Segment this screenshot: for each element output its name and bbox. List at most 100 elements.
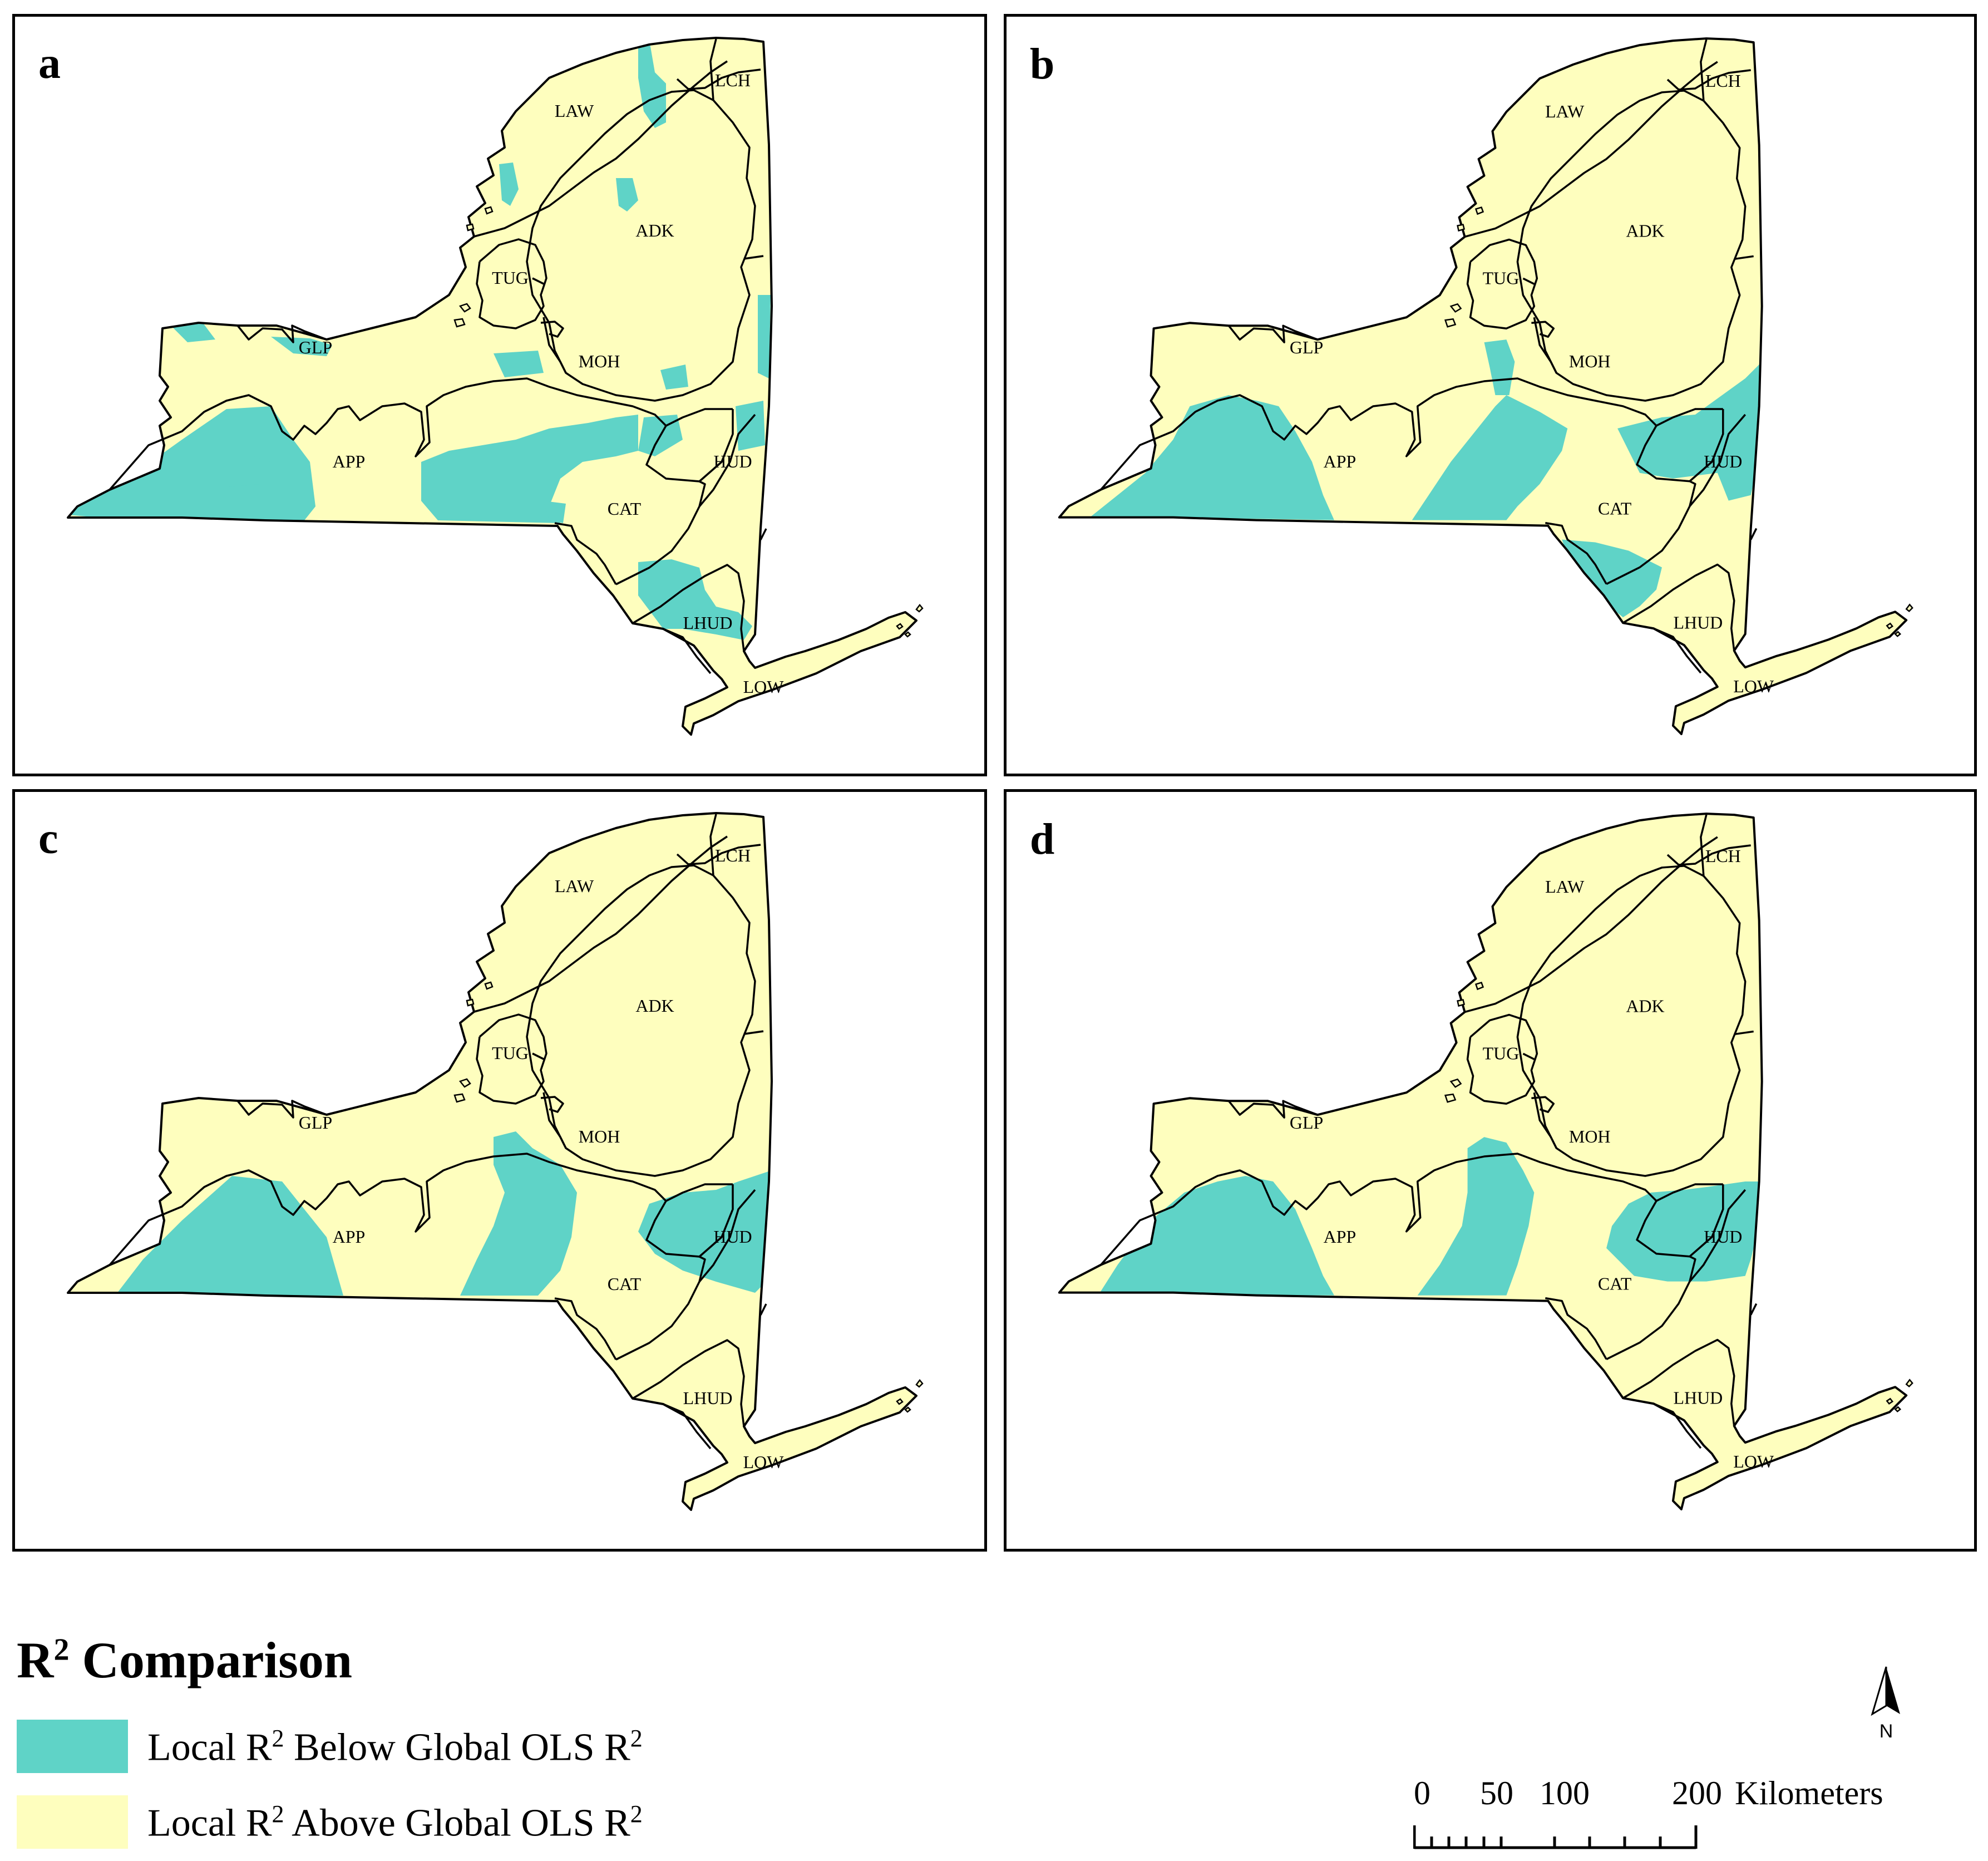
ecozone-boundary [632, 1339, 745, 1427]
island [453, 1093, 466, 1103]
ecozone-boundary [1606, 1256, 1696, 1360]
ecozone-boundary [1622, 1338, 1735, 1426]
below-global-patch [271, 337, 332, 356]
state-outline [67, 37, 917, 736]
island [1457, 224, 1466, 232]
ecozone-boundary [1734, 1030, 1754, 1036]
region-label-adk: ADK [1626, 221, 1664, 240]
region-label-glp: GLP [1290, 338, 1323, 357]
state-fill [68, 38, 916, 735]
map-svg-c: LCH LAW ADK TUG GLP MOH APP HUD CAT LHUD LOW c [38, 812, 924, 1511]
region-label-moh: MOH [1569, 1127, 1611, 1146]
map-svg-d: LCH LAW ADK TUG GLP MOH APP HUD CAT LHUD LOW d [1030, 813, 1913, 1510]
ecozone-boundary [542, 317, 567, 373]
ecozone-boundary [698, 1189, 756, 1283]
region-label-lhud: LHUD [683, 613, 733, 633]
ecozone-boundary [108, 1153, 667, 1266]
ecozone-boundary [1516, 90, 1747, 402]
ecozone-boundary [645, 409, 734, 483]
below-global-patch [1484, 339, 1515, 395]
island [1886, 622, 1894, 629]
ecozone-boundary [476, 238, 547, 329]
below-global-patch [115, 1176, 343, 1296]
scale-bar: 0 50 100 200 Kilometers [1413, 1775, 1883, 1849]
island [1444, 318, 1457, 328]
ecozone-boundary [1531, 321, 1555, 338]
state-fill [1059, 38, 1907, 734]
panel-letter-b: b [1030, 40, 1054, 88]
island [1905, 1378, 1913, 1388]
region-label-app: APP [1324, 452, 1356, 471]
region-label-adk: ADK [635, 220, 674, 240]
island [1457, 999, 1466, 1007]
legend-label-below: Local R2 Below Global OLS R2 [147, 1725, 643, 1769]
ecozone-boundary [1700, 814, 1708, 877]
island [1474, 982, 1484, 991]
scale-tick-100: 100 [1540, 1775, 1590, 1811]
ecozone-boundary [526, 864, 756, 1177]
region-label-app: APP [333, 1227, 366, 1247]
region-label-moh: MOH [579, 1126, 620, 1146]
ecozone-boundary [759, 1303, 767, 1316]
ecozone-boundary [1636, 408, 1724, 483]
region-label-adk: ADK [635, 996, 674, 1016]
legend-label-above: Local R2 Above Global OLS R2 [147, 1800, 643, 1845]
ecozone-boundary [476, 1013, 547, 1105]
ecozone-boundary [540, 1096, 564, 1113]
ecozone-boundary [676, 844, 761, 865]
ecozone-boundary [532, 277, 544, 285]
below-global-patch [494, 351, 544, 377]
below-global-patch [68, 406, 315, 520]
ecozone-boundary [1656, 1183, 1723, 1202]
ecozone-boundary [1636, 1184, 1724, 1258]
legend-item-above: Local R2 Above Global OLS R2 [17, 1795, 796, 1849]
map-svg-b: LCH LAW ADK TUG GLP MOH APP HUD CAT LHUD LOW b [1030, 37, 1913, 735]
ecozone-boundary [473, 60, 728, 238]
island [453, 318, 466, 328]
region-label-lhud: LHUD [683, 1388, 733, 1408]
island [1474, 206, 1484, 215]
ecozone-boundary [542, 1092, 567, 1149]
below-global-areas [1098, 1137, 1761, 1296]
ecozone-boundary [1653, 1402, 1702, 1449]
island [1894, 631, 1902, 637]
ecozone-boundary [1750, 1303, 1758, 1316]
ecozone-boundary [236, 324, 327, 343]
region-label-lhud: LHUD [1674, 1388, 1723, 1407]
map-panel-c: LCH LAW ADK TUG GLP MOH APP HUD CAT LHUD LOW c [12, 789, 987, 1552]
ecozone-boundary [1466, 238, 1538, 329]
island [458, 303, 471, 313]
region-label-lch: LCH [1705, 846, 1741, 866]
scale-unit: Kilometers [1735, 1775, 1883, 1811]
island [466, 998, 475, 1007]
ecozone-boundary [1522, 1052, 1535, 1060]
below-global-patch [1089, 395, 1334, 520]
ecozone-boundary [698, 413, 756, 508]
island [484, 206, 494, 215]
ecozone-boundary [645, 1184, 734, 1258]
region-label-tug: TUG [1483, 268, 1520, 288]
below-global-patch [638, 559, 752, 640]
region-label-hud: HUD [713, 1227, 752, 1247]
ecozone-boundary [709, 38, 717, 101]
ecozone-boundary [1227, 1100, 1318, 1119]
island [915, 1378, 924, 1388]
ecozone-boundary [1466, 1013, 1538, 1105]
ecozone-boundary [1666, 69, 1751, 91]
below-global-patch [499, 163, 519, 206]
region-label-law: LAW [555, 876, 594, 896]
ecozone-boundary [676, 68, 761, 90]
scale-tick-50: 50 [1480, 1775, 1513, 1811]
region-label-low: LOW [1733, 1452, 1774, 1471]
scale-tick-200: 200 [1672, 1775, 1722, 1811]
legend-title: R2 Comparison [17, 1632, 353, 1688]
below-global-areas [115, 1131, 772, 1343]
scale-bar-ruler [1413, 1825, 1698, 1849]
ecozone-boundary [615, 480, 706, 585]
ecozone-boundary [1689, 1189, 1747, 1282]
below-global-patch [1412, 395, 1568, 520]
ecozone-boundary [1533, 1092, 1557, 1149]
panel-letter-a: a [38, 39, 61, 88]
panel-letter-d: d [1030, 815, 1054, 864]
ecozone-boundary [1656, 408, 1723, 427]
